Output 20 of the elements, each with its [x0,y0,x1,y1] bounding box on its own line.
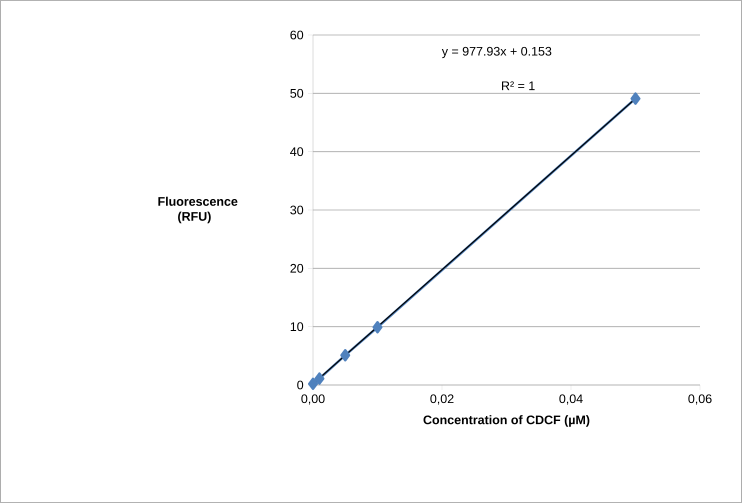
x-tick-label: 0,02 [430,394,454,405]
annotation: y = 977.93x + 0.153 [442,46,552,58]
point [372,321,382,334]
x-axis-title: Concentration of CDCF (µM) [424,415,590,427]
point [340,349,350,362]
y-tick-label: 10 [290,322,304,332]
y-tick-label: 60 [290,30,304,40]
y-axis-title: Fluorescence (RFU) [158,196,238,224]
point [630,92,640,105]
point [308,378,318,390]
x-tick-label: 0,04 [559,394,583,405]
y-tick-label: 40 [290,147,304,156]
point [314,372,324,385]
annotation: R² = 1 [502,81,535,90]
x-tick-label: 0,06 [688,394,712,405]
y-tick-label: 50 [290,88,304,98]
y-tick-label: 30 [290,206,304,214]
x-tick-label: 0,00 [301,394,325,405]
y-tick-label: 0 [297,380,304,390]
y-tick-label: 20 [290,264,304,273]
